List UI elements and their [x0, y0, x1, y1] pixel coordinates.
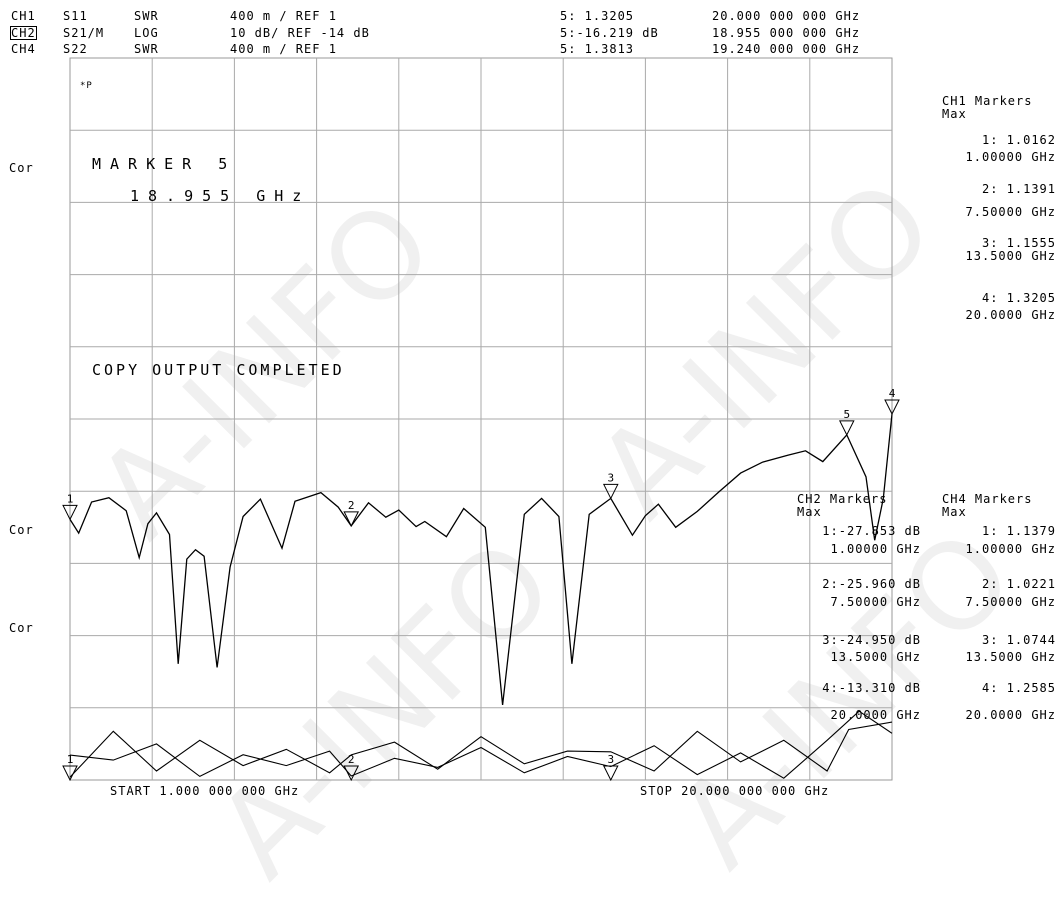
ch1-trace: [69, 721, 893, 778]
ch2-marker-2-freq: 7.50000 GHz: [830, 595, 921, 609]
header-ch2-format: LOG: [134, 26, 159, 40]
network-analyzer-plot: 1 2 3 5 4 1 2 3: [62, 57, 900, 782]
header-ch2-marker-value: 5:-16.219 dB: [560, 26, 659, 40]
ch4-marker-2-freq: 7.50000 GHz: [965, 595, 1056, 609]
ch1-marker-2-freq: 7.50000 GHz: [965, 205, 1056, 219]
marker-number: 5: [843, 408, 850, 421]
ch2-markers-title: CH2 Markers: [797, 492, 888, 506]
ch2-marker-3-value: 3:-24.950 dB: [822, 633, 921, 647]
marker-number: 3: [607, 753, 614, 766]
header-ch4-format: SWR: [134, 42, 159, 56]
ch4-marker-2-value: 2: 1.0221: [981, 577, 1056, 591]
ch2-marker-1-value: 1:-27.853 dB: [822, 524, 921, 538]
header-ch1-marker-freq: 20.000 000 000 GHz: [712, 9, 861, 23]
ch4-marker-4-freq: 20.0000 GHz: [965, 708, 1056, 722]
marker-triangle: [62, 765, 78, 782]
ch1-marker-3: 3: [602, 753, 619, 782]
ch2-marker-1-freq: 1.00000 GHz: [830, 542, 921, 556]
marker-triangle: [602, 765, 619, 782]
ch1-marker-1-freq: 1.00000 GHz: [965, 150, 1056, 164]
ch2-trace: [69, 413, 893, 705]
header-ch2-scale: 10 dB/ REF -14 dB: [230, 26, 370, 40]
header-ch4-marker-value: 5: 1.3813: [560, 42, 635, 56]
plot-traces: [69, 413, 893, 779]
header-ch1-label: CH1: [11, 9, 36, 23]
marker-triangle: [838, 420, 855, 437]
header-ch1-format: SWR: [134, 9, 159, 23]
header-ch1-marker-value: 5: 1.3205: [560, 9, 635, 23]
header-ch4-marker-freq: 19.240 000 000 GHz: [712, 42, 861, 56]
ch2-marker-2: 2: [343, 499, 360, 527]
marker-number: 4: [889, 387, 896, 400]
ch2-marker-2-value: 2:-25.960 dB: [822, 577, 921, 591]
cor-label-ch4: Cor: [9, 621, 34, 635]
header-ch2-label: CH2: [10, 26, 37, 40]
marker-triangle: [343, 511, 360, 527]
header-ch2-marker-freq: 18.955 000 000 GHz: [712, 26, 861, 40]
ch2-marker-4: 4: [884, 387, 900, 416]
ch1-marker-1: 1: [62, 753, 78, 782]
ch2-markers-subtitle: Max: [797, 505, 822, 519]
marker-triangle: [602, 483, 619, 500]
header-ch1-param: S11: [63, 9, 88, 23]
cor-label-ch2: Cor: [9, 523, 34, 537]
marker-triangle: [884, 399, 900, 416]
ch4-trace: [69, 710, 893, 779]
marker-number: 1: [67, 753, 74, 766]
ch2-marker-5: 5: [838, 408, 855, 437]
ch4-markers-subtitle: Max: [942, 505, 967, 519]
ch1-marker-4-value: 4: 1.3205: [981, 291, 1056, 305]
plot-grid: [69, 57, 893, 781]
ch4-marker-4-value: 4: 1.2585: [981, 681, 1056, 695]
marker-number: 2: [348, 499, 355, 512]
ch2-marker-1: 1: [62, 492, 78, 521]
plot-markers: 1 2 3 5 4 1 2 3: [62, 387, 900, 782]
marker-frequency: 18.955 GHz: [130, 187, 311, 205]
ch4-marker-3-freq: 13.5000 GHz: [965, 650, 1056, 664]
ch1-marker-4-freq: 20.0000 GHz: [965, 308, 1056, 322]
stop-frequency: STOP 20.000 000 000 GHz: [640, 784, 830, 798]
marker-number: 2: [348, 753, 355, 766]
ch1-marker-2: 2: [343, 753, 360, 782]
start-frequency: START 1.000 000 000 GHz: [110, 784, 300, 798]
ch4-marker-3-value: 3: 1.0744: [981, 633, 1056, 647]
ch2-marker-4-freq: 20.0000 GHz: [830, 708, 921, 722]
ch2-marker-4-value: 4:-13.310 dB: [822, 681, 921, 695]
ch1-marker-3-freq: 13.5000 GHz: [965, 249, 1056, 263]
ch2-marker-3-freq: 13.5000 GHz: [830, 650, 921, 664]
marker-triangle: [62, 504, 78, 521]
marker-title: MARKER 5: [92, 155, 237, 173]
ch1-marker-2-value: 2: 1.1391: [981, 182, 1056, 196]
ch1-markers-title: CH1 Markers: [942, 94, 1033, 108]
status-message: COPY OUTPUT COMPLETED: [92, 361, 345, 379]
marker-number: 3: [607, 471, 614, 484]
header-ch1-scale: 400 m / REF 1: [230, 9, 337, 23]
header-ch4-param: S22: [63, 42, 88, 56]
ch4-markers-title: CH4 Markers: [942, 492, 1033, 506]
header-ch4-scale: 400 m / REF 1: [230, 42, 337, 56]
ch2-marker-3: 3: [602, 471, 619, 500]
cor-label-ch1: Cor: [9, 161, 34, 175]
ch1-marker-3-value: 3: 1.1555: [981, 236, 1056, 250]
p-indicator: *P: [80, 81, 93, 91]
marker-number: 1: [67, 492, 74, 505]
ch4-marker-1-value: 1: 1.1379: [981, 524, 1056, 538]
header-ch4-label: CH4: [11, 42, 36, 56]
ch1-marker-1-value: 1: 1.0162: [981, 133, 1056, 147]
marker-triangle: [343, 765, 360, 782]
header-ch2-param: S21/M: [63, 26, 105, 40]
ch1-markers-subtitle: Max: [942, 107, 967, 121]
ch4-marker-1-freq: 1.00000 GHz: [965, 542, 1056, 556]
